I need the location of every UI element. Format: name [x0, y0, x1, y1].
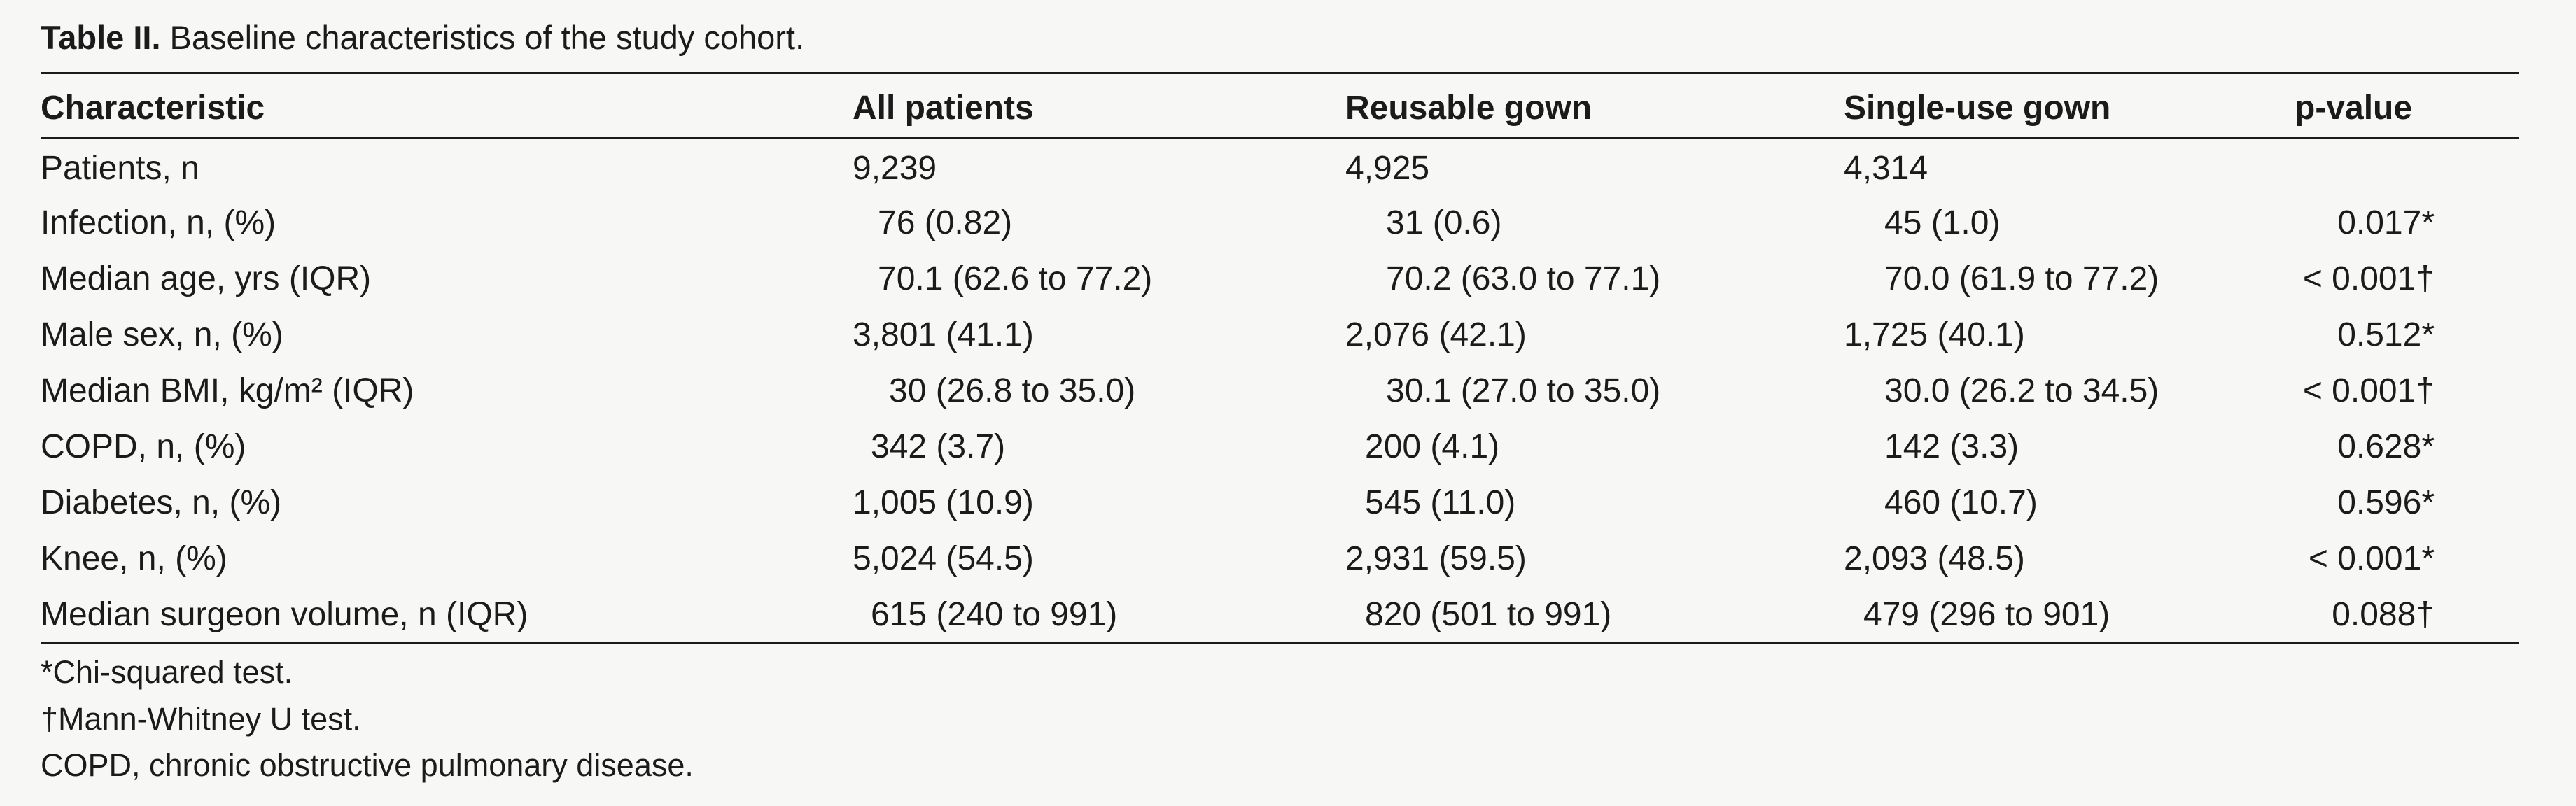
row-label: Knee, n, (%) [41, 540, 227, 577]
single-use-gown-cell: 460 (10.7) [1884, 484, 2038, 521]
table-caption: Table II. Baseline characteristics of th… [41, 13, 804, 63]
reusable-gown-cell: 30.1 (27.0 to 35.0) [1386, 372, 1661, 409]
reusable-gown-cell: 200 (4.1) [1365, 428, 1500, 465]
footnote-copd-abbreviation: COPD, chronic obstructive pulmonary dise… [41, 747, 694, 783]
all-patients-cell: 76 (0.82) [878, 204, 1013, 241]
reusable-gown-cell: 820 (501 to 991) [1365, 596, 1612, 633]
single-use-gown-cell: 1,725 (40.1) [1844, 316, 2025, 353]
reusable-gown-cell: 4,925 [1345, 150, 1430, 187]
footnote-mann-whitney: †Mann-Whitney U test. [41, 701, 361, 737]
column-header-all-patients: All patients [853, 90, 1034, 127]
reusable-gown-cell: 70.2 (63.0 to 77.1) [1386, 260, 1661, 297]
table-header-rule [41, 137, 2519, 139]
single-use-gown-cell: 4,314 [1844, 150, 1928, 187]
all-patients-cell: 3,801 (41.1) [853, 316, 1034, 353]
row-label: Median BMI, kg/m² (IQR) [41, 372, 414, 409]
reusable-gown-cell: 2,076 (42.1) [1345, 316, 1527, 353]
single-use-gown-cell: 142 (3.3) [1884, 428, 2019, 465]
footnote-chi-squared: *Chi-squared test. [41, 654, 293, 690]
reusable-gown-cell: 2,931 (59.5) [1345, 540, 1527, 577]
row-label: Median surgeon volume, n (IQR) [41, 596, 528, 633]
all-patients-cell: 70.1 (62.6 to 77.2) [878, 260, 1153, 297]
p-value-cell: < 0.001† [2302, 372, 2435, 409]
single-use-gown-cell: 30.0 (26.2 to 34.5) [1884, 372, 2160, 409]
all-patients-cell: 615 (240 to 991) [871, 596, 1118, 633]
p-value-cell: 0.017* [2337, 204, 2435, 241]
p-value-cell: 0.596* [2337, 484, 2435, 521]
table-caption-text: Baseline characteristics of the study co… [160, 19, 805, 56]
all-patients-cell: 1,005 (10.9) [853, 484, 1034, 521]
table-bottom-rule [41, 642, 2519, 644]
column-header-reusable-gown: Reusable gown [1345, 90, 1592, 127]
reusable-gown-cell: 545 (11.0) [1365, 484, 1516, 521]
single-use-gown-cell: 45 (1.0) [1884, 204, 2001, 241]
column-header-p-value: p-value [2295, 90, 2413, 127]
row-label: Diabetes, n, (%) [41, 484, 282, 521]
p-value-cell: < 0.001† [2302, 260, 2435, 297]
reusable-gown-cell: 31 (0.6) [1386, 204, 1502, 241]
row-label: Male sex, n, (%) [41, 316, 284, 353]
column-header-single-use-gown: Single-use gown [1844, 90, 2111, 127]
single-use-gown-cell: 70.0 (61.9 to 77.2) [1884, 260, 2160, 297]
row-label: Infection, n, (%) [41, 204, 276, 241]
column-header-characteristic: Characteristic [41, 90, 265, 127]
p-value-cell: 0.512* [2337, 316, 2435, 353]
row-label: Median age, yrs (IQR) [41, 260, 372, 297]
row-label: Patients, n [41, 150, 200, 187]
row-label: COPD, n, (%) [41, 428, 246, 465]
single-use-gown-cell: 479 (296 to 901) [1863, 596, 2110, 633]
all-patients-cell: 9,239 [853, 150, 937, 187]
table-caption-label: Table II. [41, 19, 161, 56]
single-use-gown-cell: 2,093 (48.5) [1844, 540, 2025, 577]
all-patients-cell: 342 (3.7) [871, 428, 1006, 465]
p-value-cell: 0.088† [2332, 596, 2435, 633]
all-patients-cell: 5,024 (54.5) [853, 540, 1034, 577]
table-top-rule [41, 72, 2519, 74]
p-value-cell: 0.628* [2337, 428, 2435, 465]
p-value-cell: < 0.001* [2308, 540, 2435, 577]
all-patients-cell: 30 (26.8 to 35.0) [889, 372, 1136, 409]
